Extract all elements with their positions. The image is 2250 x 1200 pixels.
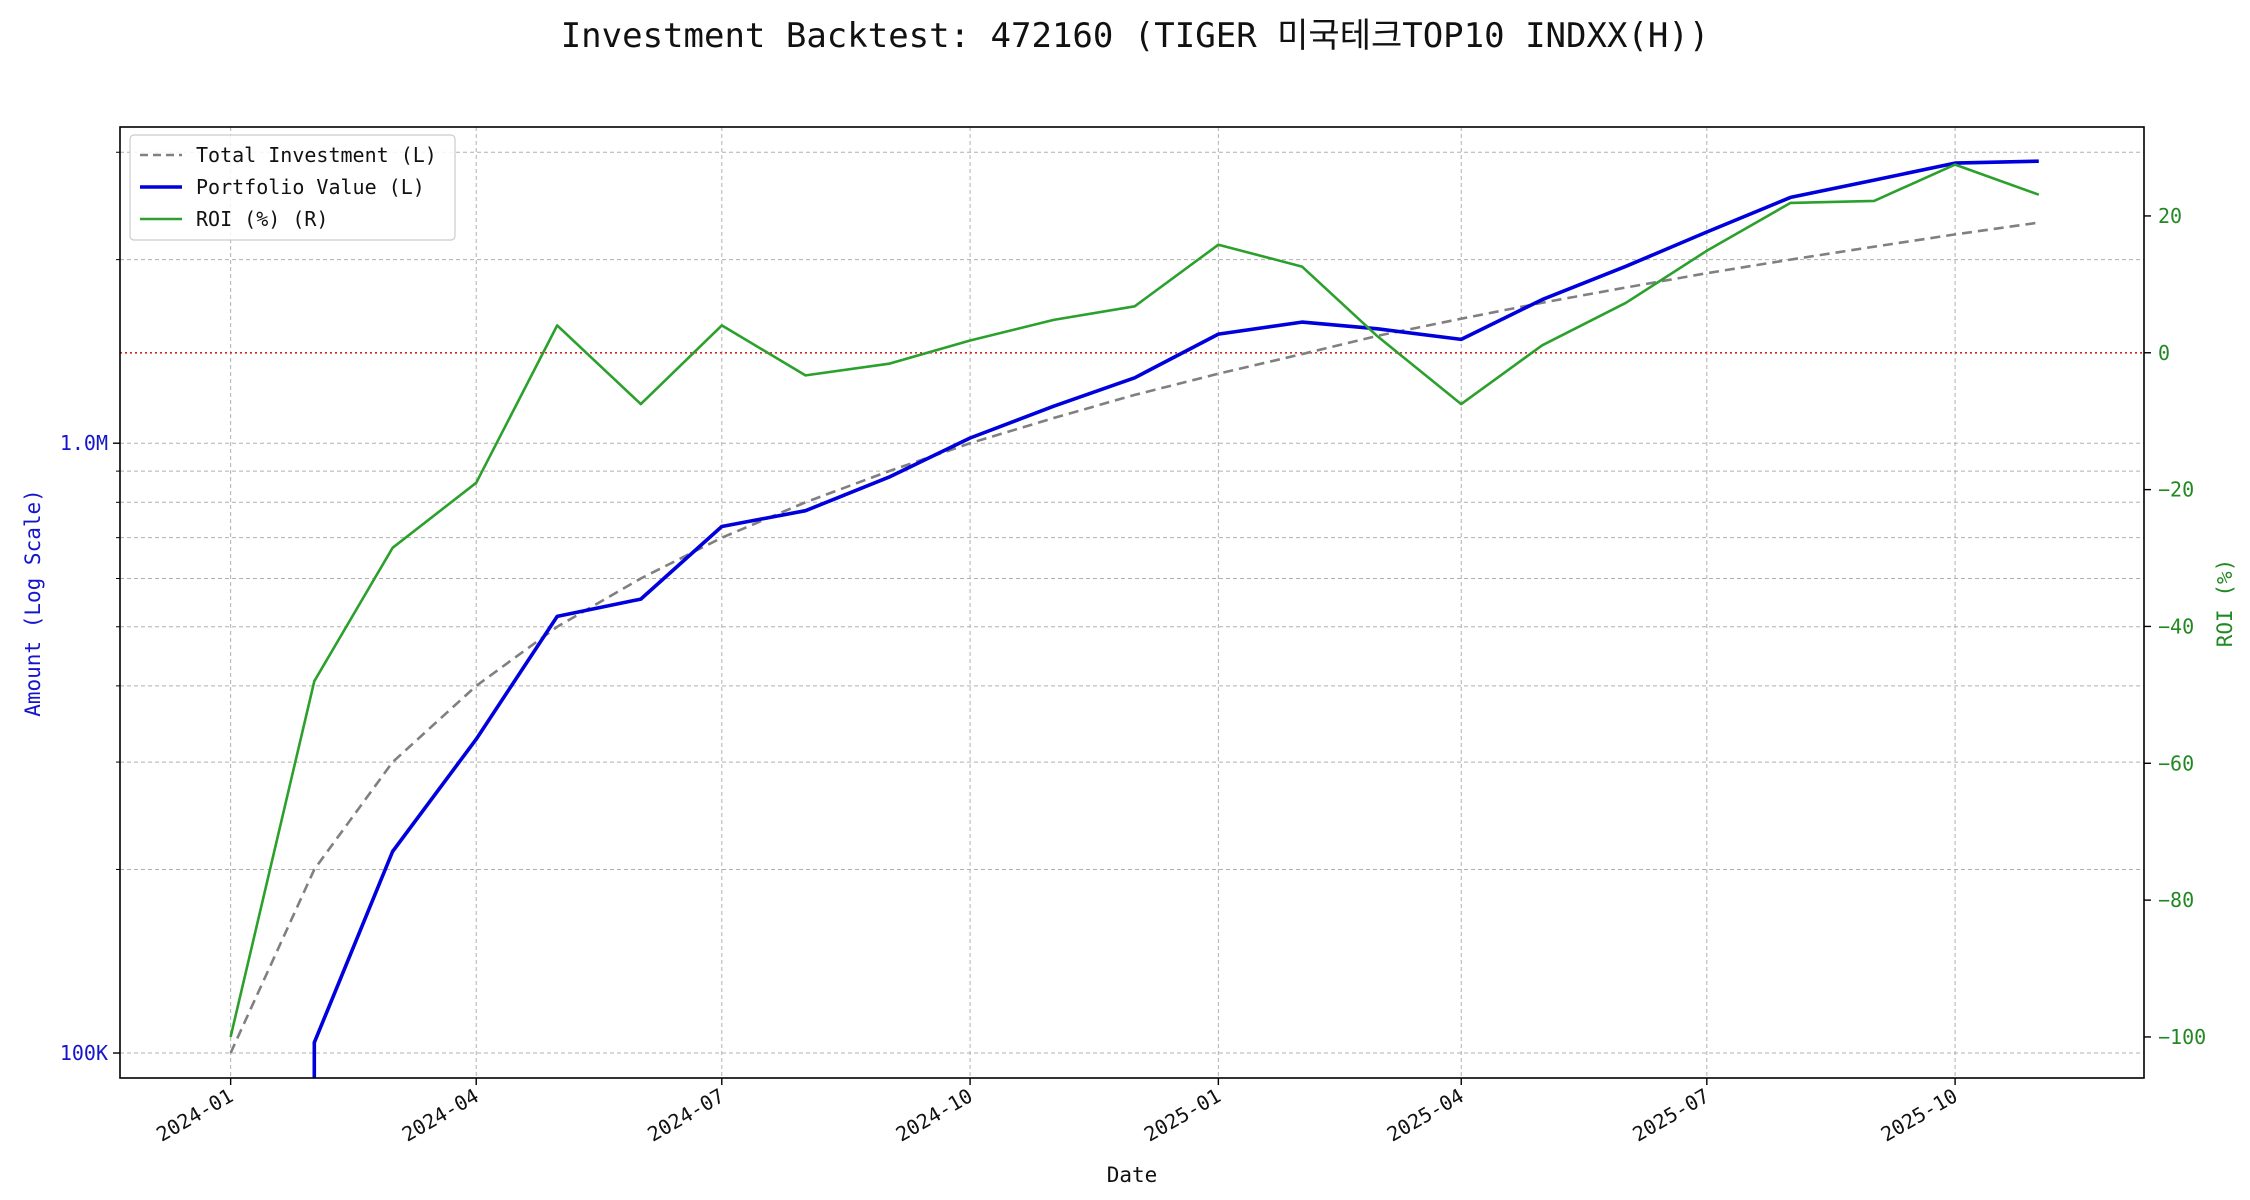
y-right-tick-label: −100 [2158,1025,2206,1049]
y-axis-left-label: Amount (Log Scale) [21,489,45,717]
legend-label: Portfolio Value (L) [196,175,425,199]
x-axis-label: Date [1107,1163,1158,1187]
legend-box [129,134,456,241]
x-tick-label: 2025-04 [1383,1084,1468,1147]
series-line-total-investment-l [229,221,2039,1054]
y-left-tick-label: 1.0M [60,431,108,455]
y-left-tick-label: 100K [60,1041,108,1065]
series-line-roi-r [229,163,2040,1038]
y-right-tick-label: −80 [2158,888,2194,912]
x-tick-label: 2024-04 [398,1084,483,1147]
legend-label: Total Investment (L) [196,143,437,167]
y-right-tick-label: 20 [2158,204,2182,228]
legend: Total Investment (L) Portfolio Value (L) R… [129,134,456,241]
y-right-tick-label: 0 [2158,341,2170,365]
axes: 2024-01 2024-04 2024-07 2024-10 2025-01 2025-… [60,151,2206,1147]
x-tick-label: 2025-10 [1877,1084,1962,1147]
chart-title: Investment Backtest: 472160 (TIGER 미국테크T… [561,16,1710,56]
legend-label: ROI (%) (R) [196,207,328,231]
series-line-portfolio-value-l [312,159,2039,1078]
x-tick-label: 2024-10 [892,1084,977,1147]
series-group [229,159,2040,1078]
x-tick-label: 2025-01 [1140,1084,1225,1147]
y-right-tick-label: −20 [2158,478,2194,502]
x-tick-label: 2025-07 [1628,1084,1713,1147]
x-tick-label: 2024-01 [152,1084,237,1147]
x-tick-label: 2024-07 [643,1084,728,1147]
y-right-tick-label: −40 [2158,614,2194,638]
y-right-tick-label: −60 [2158,751,2194,775]
grid [120,127,2144,1078]
y-axis-right-label: ROI (%) [2213,559,2237,648]
plot-frame [119,126,2145,1079]
